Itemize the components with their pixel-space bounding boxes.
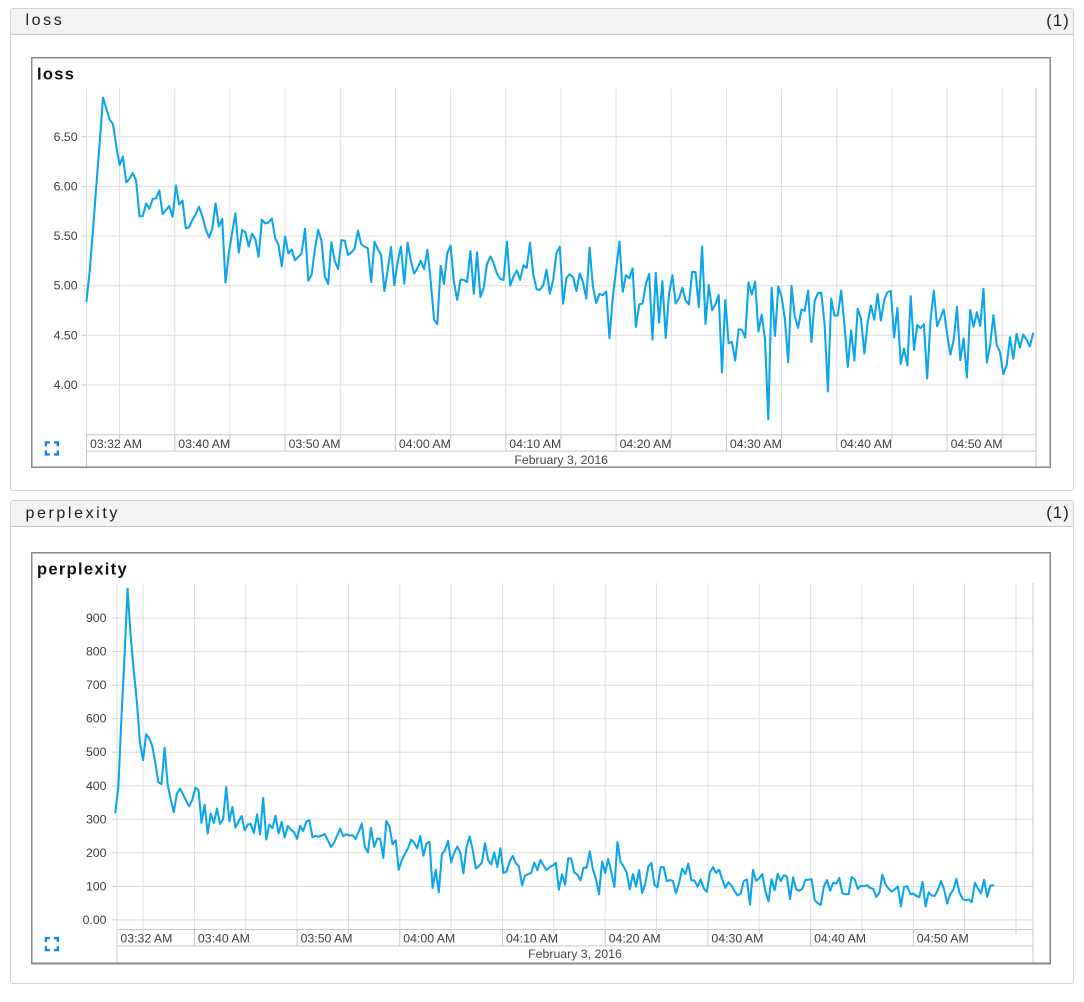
- svg-text:04:50 AM: 04:50 AM: [951, 436, 1003, 450]
- svg-text:03:50 AM: 03:50 AM: [289, 436, 341, 450]
- svg-text:03:50 AM: 03:50 AM: [301, 932, 353, 946]
- svg-text:perplexity: perplexity: [37, 561, 128, 579]
- svg-text:03:40 AM: 03:40 AM: [178, 436, 230, 450]
- svg-text:04:30 AM: 04:30 AM: [711, 932, 763, 946]
- svg-text:700: 700: [86, 678, 107, 692]
- svg-text:04:40 AM: 04:40 AM: [840, 436, 892, 450]
- svg-text:400: 400: [86, 779, 107, 793]
- svg-text:5.50: 5.50: [54, 229, 78, 243]
- svg-text:04:20 AM: 04:20 AM: [620, 436, 672, 450]
- svg-text:4.00: 4.00: [54, 377, 78, 391]
- svg-text:04:10 AM: 04:10 AM: [506, 932, 558, 946]
- svg-text:800: 800: [86, 645, 107, 659]
- svg-text:04:10 AM: 04:10 AM: [509, 436, 561, 450]
- svg-text:loss: loss: [37, 65, 75, 83]
- svg-text:04:00 AM: 04:00 AM: [403, 932, 455, 946]
- svg-text:5.00: 5.00: [54, 278, 78, 292]
- svg-text:03:40 AM: 03:40 AM: [198, 932, 250, 946]
- svg-text:04:20 AM: 04:20 AM: [609, 932, 661, 946]
- svg-text:600: 600: [86, 712, 107, 726]
- svg-text:4.50: 4.50: [54, 328, 78, 342]
- svg-text:300: 300: [86, 812, 107, 826]
- svg-text:February 3, 2016: February 3, 2016: [528, 947, 622, 961]
- svg-text:03:32 AM: 03:32 AM: [90, 436, 142, 450]
- svg-text:04:40 AM: 04:40 AM: [814, 932, 866, 946]
- svg-text:900: 900: [86, 611, 107, 625]
- svg-text:6.50: 6.50: [54, 129, 78, 143]
- svg-text:100: 100: [86, 879, 107, 893]
- svg-text:0.00: 0.00: [83, 913, 107, 927]
- svg-text:04:50 AM: 04:50 AM: [917, 932, 969, 946]
- svg-text:6.00: 6.00: [54, 179, 78, 193]
- svg-text:04:00 AM: 04:00 AM: [399, 436, 451, 450]
- svg-text:500: 500: [86, 745, 107, 759]
- svg-text:200: 200: [86, 846, 107, 860]
- svg-text:03:32 AM: 03:32 AM: [120, 932, 172, 946]
- svg-text:04:30 AM: 04:30 AM: [730, 436, 782, 450]
- svg-text:February 3, 2016: February 3, 2016: [514, 453, 608, 467]
